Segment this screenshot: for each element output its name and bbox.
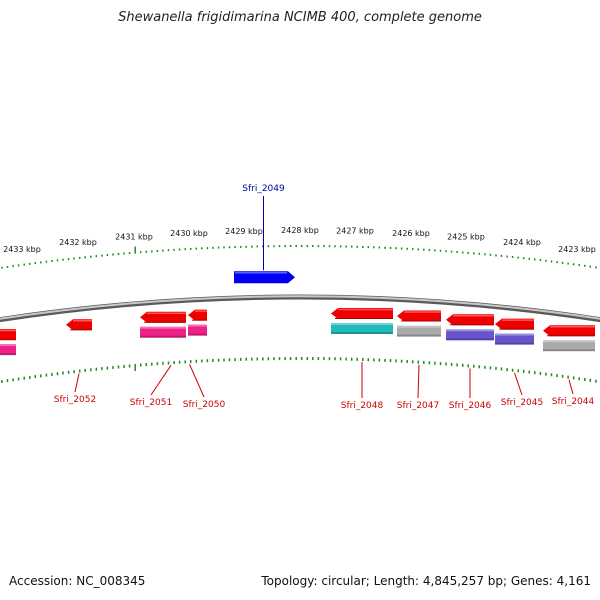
scale-label: 2427 kbp: [336, 227, 374, 236]
gene-category-highlight: [543, 340, 595, 343]
gene-arrow-reverse: [66, 319, 92, 331]
gene-category-shadow: [397, 334, 441, 337]
gene-label: Sfri_2052: [54, 395, 97, 405]
scale-label: 2428 kbp: [281, 226, 319, 235]
gene-label: Sfri_2048: [341, 401, 384, 411]
gene-category-bar: [331, 323, 393, 334]
gene-category-shadow: [446, 338, 494, 341]
gene-category-shadow: [140, 335, 186, 338]
gene-arrow-reverse: [140, 311, 186, 323]
gene-arrow-reverse: [0, 329, 16, 341]
gene-label: Sfri_2047: [397, 401, 440, 411]
gene-category-bar: [140, 326, 186, 338]
gene-arrow-reverse: [495, 318, 534, 330]
scale-label: 2429 kbp: [225, 227, 263, 236]
gene-arrow-reverse: [188, 309, 207, 321]
scale-labels: 2433 kbp 2432 kbp 2431 kbp 2430 kbp 2429 kbp…: [3, 226, 596, 254]
gene-category-highlight: [495, 333, 534, 336]
gene-category-shadow: [331, 332, 393, 334]
backbone-ring: [0, 294, 600, 323]
accession-text: Accession: NC_008345: [9, 574, 146, 588]
gene-arrow-forward: [234, 271, 295, 284]
gene-leader-line: [74, 373, 80, 393]
gene-category-shadow: [495, 342, 534, 345]
gene-category-highlight: [188, 324, 207, 327]
gene-arrow-reverse: [331, 307, 393, 319]
gene-category-highlight: [140, 326, 186, 329]
gene-arrow-reverse: [397, 310, 441, 322]
gene-label: Sfri_2046: [449, 401, 492, 411]
gene-label: Sfri_2049: [242, 184, 285, 194]
gene-category-highlight: [446, 329, 494, 332]
scale-label: 2424 kbp: [503, 238, 541, 247]
gene-category-highlight: [0, 344, 16, 347]
scale-label: 2430 kbp: [170, 229, 208, 238]
gene-category-bar: [446, 329, 494, 341]
map-title: Shewanella frigidimarina NCIMB 400, comp…: [118, 10, 482, 25]
gene-category-shadow: [0, 353, 16, 356]
gene-leader-line: [417, 364, 420, 399]
scale-label: 2432 kbp: [59, 238, 97, 247]
gene-arrow-reverse: [446, 314, 494, 326]
scale-label: 2425 kbp: [447, 233, 485, 242]
gene-label: Sfri_2051: [130, 398, 173, 408]
gene-label: Sfri_2045: [501, 398, 544, 408]
gene-category-bar: [188, 324, 207, 336]
gene-leader-line: [150, 365, 172, 396]
gene-category-bar: [397, 325, 441, 337]
gene-features: [0, 271, 595, 356]
gene-leader-line: [189, 363, 205, 398]
gene-category-highlight: [331, 323, 393, 325]
gene-category-bar: [0, 344, 16, 356]
gene-leader-line: [514, 372, 523, 396]
scale-label: 2426 kbp: [392, 229, 430, 238]
scale-label: 2423 kbp: [558, 245, 596, 254]
gene-category-bar: [543, 340, 595, 352]
inner-scale-ticks: [1, 357, 597, 383]
gene-category-bar: [495, 333, 534, 345]
backbone-highlight: [0, 295, 600, 320]
genome-summary-text: Topology: circular; Length: 4,845,257 bp…: [261, 574, 591, 588]
gene-category-shadow: [543, 349, 595, 352]
gene-label: Sfri_2050: [183, 400, 226, 410]
scale-label: 2433 kbp: [3, 245, 41, 254]
gene-label: Sfri_2044: [552, 397, 595, 407]
gene-category-shadow: [188, 333, 207, 336]
gene-arrow-reverse: [543, 325, 595, 337]
outer-scale-ticks: [1, 245, 597, 269]
gene-labels: Sfri_2052 Sfri_2051 Sfri_2050 Sfri_2049 Sfri…: [54, 184, 595, 411]
gene-category-highlight: [397, 325, 441, 328]
scale-label: 2431 kbp: [115, 233, 153, 242]
gene-leader-line: [568, 379, 574, 395]
